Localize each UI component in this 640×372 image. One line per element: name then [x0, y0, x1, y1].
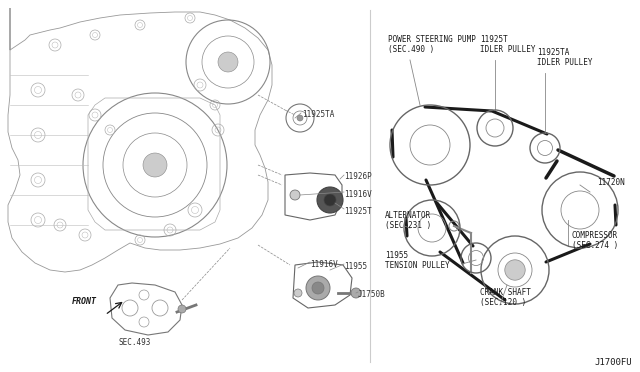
Text: J1700FU: J1700FU — [595, 358, 632, 367]
Text: IDLER PULLEY: IDLER PULLEY — [480, 45, 536, 54]
Text: 11720N: 11720N — [597, 178, 625, 187]
Circle shape — [351, 288, 361, 298]
Circle shape — [297, 115, 303, 121]
Circle shape — [143, 153, 167, 177]
Circle shape — [505, 260, 525, 280]
Text: 11925TA: 11925TA — [302, 110, 334, 119]
Text: 11925T: 11925T — [344, 207, 372, 216]
Text: 11916V: 11916V — [344, 190, 372, 199]
Text: 11926P: 11926P — [344, 172, 372, 181]
Circle shape — [312, 282, 324, 294]
Circle shape — [317, 187, 343, 213]
Text: 11955: 11955 — [344, 262, 367, 271]
Text: (SEC.490 ): (SEC.490 ) — [388, 45, 435, 54]
Text: COMPRESSOR: COMPRESSOR — [572, 231, 618, 240]
Text: 11925T: 11925T — [480, 35, 508, 44]
Text: (SEC.231 ): (SEC.231 ) — [385, 221, 431, 230]
Circle shape — [218, 52, 238, 72]
Text: CRANK SHAFT: CRANK SHAFT — [480, 288, 531, 297]
Circle shape — [290, 190, 300, 200]
Text: 11925TA: 11925TA — [537, 48, 570, 57]
Circle shape — [294, 289, 302, 297]
Text: POWER STEERING PUMP: POWER STEERING PUMP — [388, 35, 476, 44]
Text: (SEC.120 ): (SEC.120 ) — [480, 298, 526, 307]
Circle shape — [178, 305, 186, 313]
Circle shape — [306, 276, 330, 300]
Text: 11955: 11955 — [385, 251, 408, 260]
Text: ALTERNATOR: ALTERNATOR — [385, 211, 431, 220]
Text: J1750B: J1750B — [358, 290, 386, 299]
Text: 11916V: 11916V — [310, 260, 338, 269]
Text: SEC.493: SEC.493 — [119, 338, 151, 347]
Text: (SEC.274 ): (SEC.274 ) — [572, 241, 618, 250]
Text: TENSION PULLEY: TENSION PULLEY — [385, 261, 450, 270]
Text: IDLER PULLEY: IDLER PULLEY — [537, 58, 593, 67]
Text: FRONT: FRONT — [72, 297, 97, 306]
Circle shape — [324, 194, 336, 206]
